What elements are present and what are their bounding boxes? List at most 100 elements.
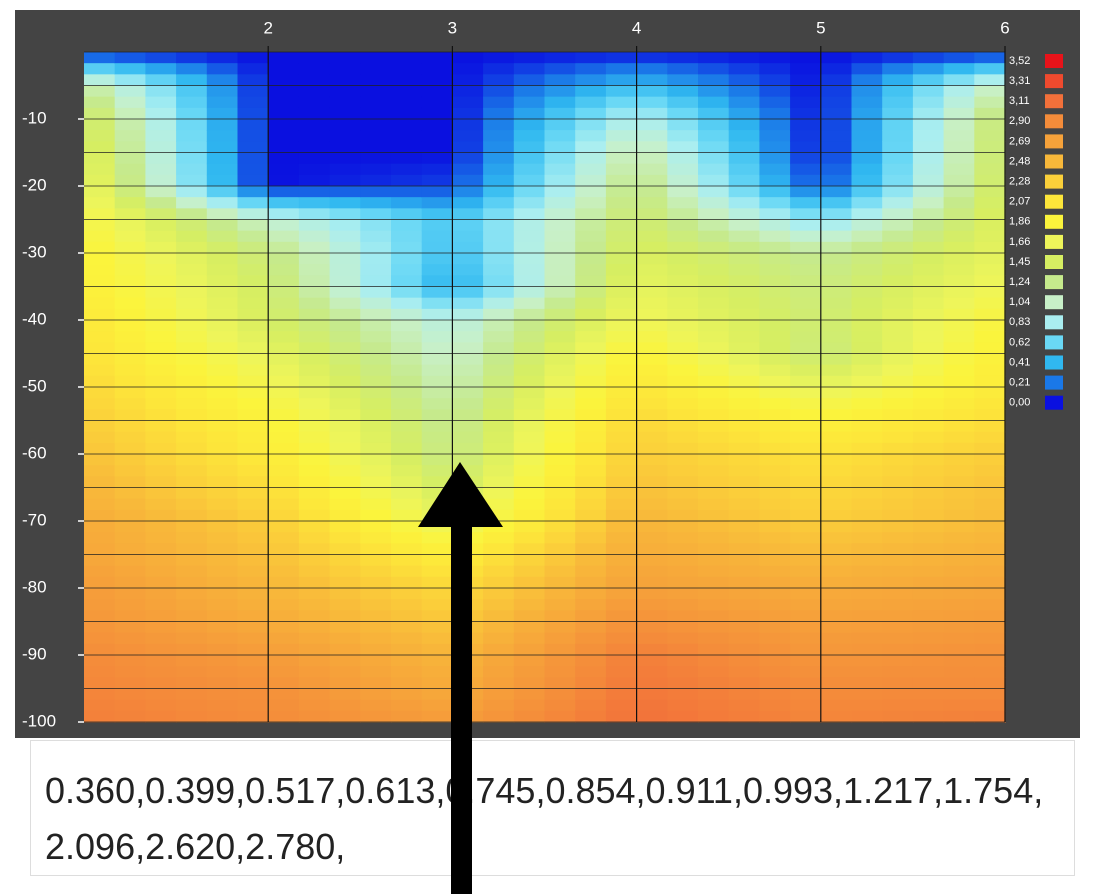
contour-cell [974,588,1006,600]
contour-cell [145,409,177,422]
contour-cell [698,454,730,466]
contour-cell [237,230,269,243]
contour-cell [882,275,914,288]
contour-cell [759,241,791,254]
contour-cell [268,666,300,678]
contour-cell [912,141,945,154]
contour-cell [882,119,914,131]
contour-cell [206,107,239,120]
contour-cell [790,643,822,656]
contour-cell [329,666,361,678]
contour-cell [636,599,668,611]
contour-cell [483,241,515,254]
contour-cell [636,308,668,321]
contour-cell [575,186,607,198]
contour-cell [605,375,638,388]
contour-cell [145,375,177,388]
contour-cell [483,96,515,109]
contour-cell [667,63,699,75]
contour-cell [698,275,730,288]
contour-cell [605,498,638,511]
contour-cell [360,219,392,232]
contour-cell [974,286,1006,299]
contour-cell [298,521,331,533]
contour-cell [912,308,945,321]
contour-cell [605,599,638,611]
contour-cell [237,398,269,410]
contour-cell [575,543,607,556]
contour-cell [298,710,331,723]
contour-cell [360,521,392,533]
contour-cell [974,643,1006,656]
contour-cell [912,498,945,511]
contour-cell [759,532,791,544]
contour-cell [206,163,239,176]
contour-cell [667,588,699,600]
contour-cell [882,186,914,198]
contour-cell [790,666,822,678]
contour-cell [237,476,269,489]
contour-cell [851,275,883,288]
contour-cell [483,197,515,209]
contour-cell [206,521,239,533]
contour-cell [943,476,975,489]
contour-cell [114,643,146,656]
contour-cell [114,208,146,221]
contour-cell [421,543,453,556]
contour-cell [329,398,361,410]
contour-cell [636,532,668,544]
text-box: 0.360,0.399,0.517,0.613,0.745,0.854,0.91… [30,740,1075,876]
contour-cell [513,465,546,477]
contour-cell [237,420,269,433]
contour-cell [912,632,945,645]
contour-cell [667,264,699,276]
contour-cell [452,297,484,310]
contour-cell [698,509,730,522]
contour-cell [237,219,269,232]
contour-cell [820,509,853,522]
contour-cell [360,498,392,511]
contour-cell [84,688,116,701]
contour-cell [698,688,730,701]
contour-cell [176,643,208,656]
contour-cell [820,275,853,288]
contour-cell [360,119,392,131]
contour-cell [145,85,177,98]
contour-cell [237,141,269,154]
contour-cell [575,85,607,98]
contour-cell [698,208,730,221]
contour-cell [513,509,546,522]
contour-cell [974,532,1006,544]
contour-cell [206,398,239,410]
contour-cell [268,186,300,198]
contour-cell [790,688,822,701]
contour-cell [759,275,791,288]
contour-cell [943,454,975,466]
contour-cell [483,119,515,131]
contour-cell [268,264,300,276]
legend-label: 2,28 [1009,176,1030,188]
legend-label: 2,48 [1009,155,1030,167]
contour-cell [912,74,945,87]
contour-cell [114,398,146,410]
contour-cell [728,409,760,422]
contour-cell [544,119,576,131]
contour-cell [698,52,730,64]
contour-cell [268,655,300,667]
contour-cell [145,398,177,410]
contour-cell [759,655,791,667]
contour-cell [329,621,361,634]
contour-cell [268,710,300,723]
contour-cell [790,610,822,623]
contour-cell [391,253,423,265]
contour-cell [237,186,269,198]
contour-cell [176,532,208,544]
contour-cell [513,320,546,332]
contour-cell [329,130,361,142]
contour-cell [544,576,576,589]
x-tick-label: 4 [632,18,641,37]
contour-cell [452,253,484,265]
contour-cell [84,253,116,265]
contour-cell [728,655,760,667]
contour-cell [421,275,453,288]
